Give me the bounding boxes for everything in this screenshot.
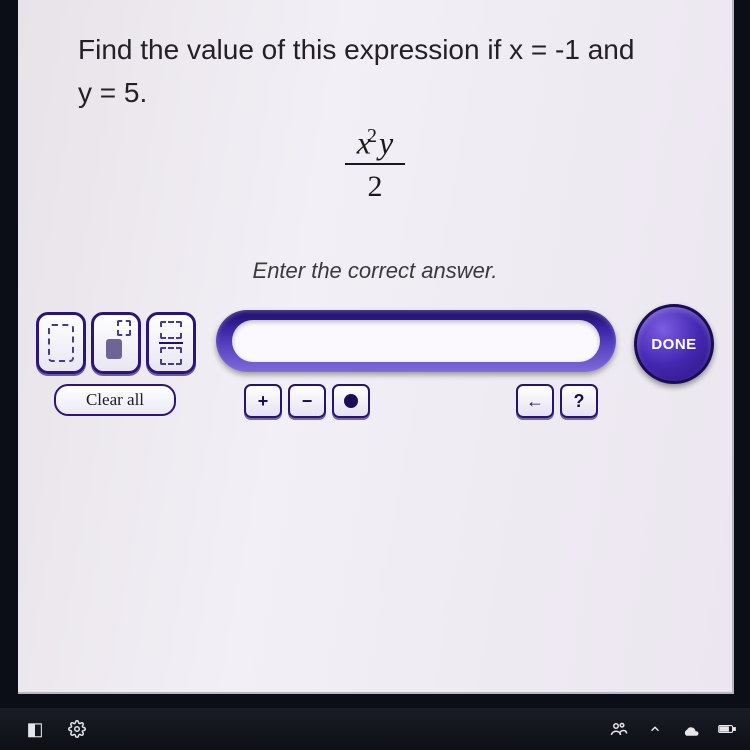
battery-icon[interactable] [718, 720, 736, 738]
expr-y: y [379, 125, 393, 161]
expr-denominator: 2 [345, 169, 405, 205]
answer-field-container [216, 310, 616, 372]
clear-all-button[interactable]: Clear all [54, 384, 176, 416]
plus-button[interactable]: + [244, 384, 282, 418]
question-line-1: Find the value of this expression if x =… [78, 28, 698, 71]
question-line-2: y = 5. [78, 71, 698, 114]
operator-buttons: + − [244, 384, 370, 418]
answer-input[interactable] [232, 320, 600, 362]
expression: x2y 2 [18, 126, 732, 205]
cloud-icon[interactable] [682, 720, 700, 738]
template-keypad: Clear all [36, 312, 196, 416]
expr-exp: 2 [367, 125, 377, 147]
backspace-button[interactable]: ← [516, 384, 554, 418]
instruction-text: Enter the correct answer. [18, 258, 732, 284]
dot-icon [344, 394, 358, 408]
minus-button[interactable]: − [288, 384, 326, 418]
template-box-key[interactable] [36, 312, 86, 374]
question-text: Find the value of this expression if x =… [78, 28, 698, 115]
dot-button[interactable] [332, 384, 370, 418]
template-exponent-key[interactable] [91, 312, 141, 374]
edit-buttons: ← ? [516, 384, 598, 418]
taskbar-app-icon[interactable]: ◧ [26, 720, 44, 738]
done-button[interactable]: DONE [634, 304, 714, 384]
taskbar: ◧ [0, 708, 750, 750]
tray-chevron-up-icon[interactable] [646, 720, 664, 738]
settings-icon[interactable] [68, 720, 86, 738]
people-icon[interactable] [610, 720, 628, 738]
template-fraction-key[interactable] [146, 312, 196, 374]
exercise-panel: Find the value of this expression if x =… [18, 0, 734, 694]
fraction-bar [345, 163, 405, 165]
help-button[interactable]: ? [560, 384, 598, 418]
